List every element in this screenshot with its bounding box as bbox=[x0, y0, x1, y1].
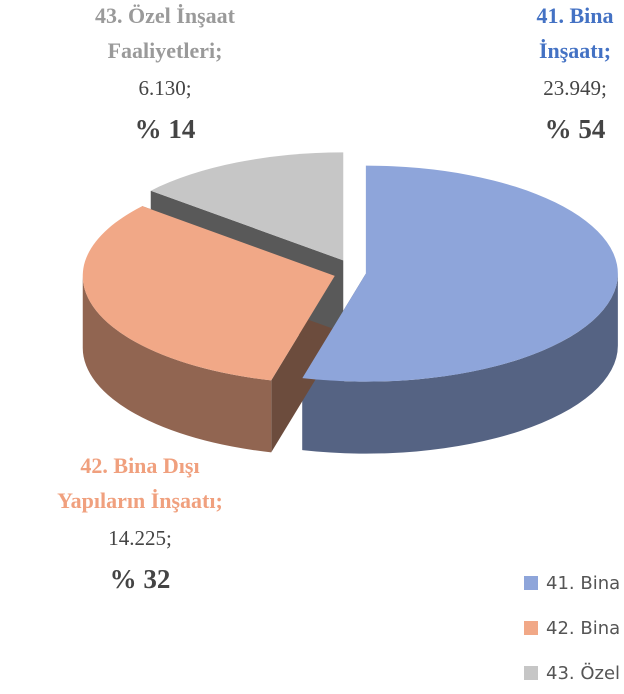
legend-label: 43. Özel İnşaat Faaliyetleri bbox=[546, 662, 624, 684]
legend-swatch bbox=[524, 576, 538, 590]
slice bbox=[82, 206, 335, 381]
label-title: Faaliyetleri; bbox=[108, 38, 223, 63]
slice-wall bbox=[302, 273, 618, 454]
value-label: 14.225; bbox=[108, 526, 172, 550]
percent-label: % 14 bbox=[135, 114, 196, 144]
legend-swatch bbox=[524, 666, 538, 680]
label-title: İnşaatı; bbox=[539, 38, 611, 63]
legend-label: 42. Bina Dışı Yapıların İnşaatı bbox=[546, 618, 624, 639]
label-title: 42. Bina Dışı bbox=[80, 453, 199, 478]
percent-label: % 32 bbox=[110, 564, 171, 594]
legend-label: 41. Bina İnşaatı bbox=[546, 573, 624, 594]
slice-wall bbox=[82, 275, 272, 453]
label-title: 41. Bina bbox=[536, 3, 613, 28]
legend-swatch bbox=[524, 621, 538, 635]
percent-label: % 54 bbox=[545, 114, 606, 144]
slice bbox=[302, 165, 618, 382]
label-title: Yapıların İnşaatı; bbox=[57, 488, 223, 513]
value-label: 23.949; bbox=[543, 76, 607, 100]
slice bbox=[150, 152, 344, 261]
value-label: 6.130; bbox=[138, 76, 191, 100]
label-title: 43. Özel İnşaat bbox=[95, 3, 236, 28]
